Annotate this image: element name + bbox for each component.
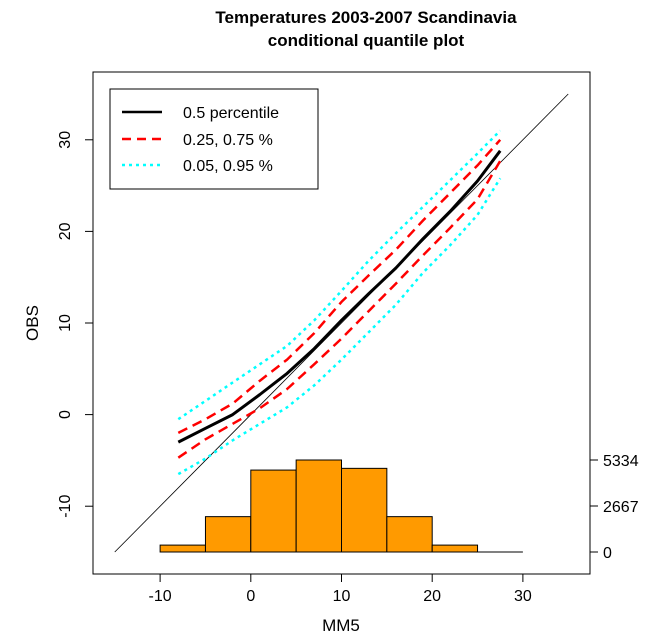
legend-label-quartiles: 0.25, 0.75 %	[183, 132, 273, 149]
histogram-bar	[295, 459, 343, 553]
series-line-3	[177, 129, 502, 421]
right-tick-label: 5334	[603, 453, 639, 470]
x-tick-label: 10	[333, 588, 351, 605]
right-axis: 0 2667 5334	[590, 453, 639, 562]
identity-line	[114, 93, 569, 553]
right-tick-label: 2667	[603, 499, 639, 516]
y-tick-label: 10	[57, 314, 74, 332]
x-axis: -10 0 10 20 30	[149, 574, 532, 605]
histogram-bar	[341, 467, 388, 553]
series-line-1	[177, 138, 502, 435]
histogram-bar	[250, 469, 297, 553]
legend-label-tails: 0.05, 0.95 %	[183, 158, 273, 175]
histogram-bar	[204, 516, 252, 553]
histogram	[159, 459, 523, 553]
y-tick-label: 20	[57, 222, 74, 240]
right-tick-label: 0	[603, 545, 612, 562]
reference-line	[114, 93, 569, 553]
y-axis: -10 0 10 20 30	[57, 131, 93, 518]
legend: 0.5 percentile 0.25, 0.75 % 0.05, 0.95 %	[109, 88, 319, 190]
x-tick-label: 20	[423, 588, 441, 605]
chart-subtitle: conditional quantile plot	[268, 31, 465, 50]
y-axis-label: OBS	[23, 305, 42, 341]
series-line-0	[177, 149, 502, 444]
series-line-4	[177, 177, 502, 476]
histogram-bar	[159, 544, 206, 553]
histogram-bar	[386, 516, 433, 553]
y-tick-label: -10	[57, 495, 74, 518]
x-tick-label: 30	[514, 588, 532, 605]
x-tick-label: 0	[246, 588, 255, 605]
chart-title: Temperatures 2003-2007 Scandinavia	[215, 8, 517, 27]
y-tick-label: 30	[57, 131, 74, 149]
y-tick-label: 0	[57, 410, 74, 419]
series-line-2	[177, 160, 502, 459]
histogram-bar	[431, 544, 479, 553]
x-axis-label: MM5	[322, 616, 360, 635]
legend-label-median: 0.5 percentile	[183, 105, 279, 122]
x-tick-label: -10	[149, 588, 172, 605]
series-lines	[177, 129, 502, 476]
